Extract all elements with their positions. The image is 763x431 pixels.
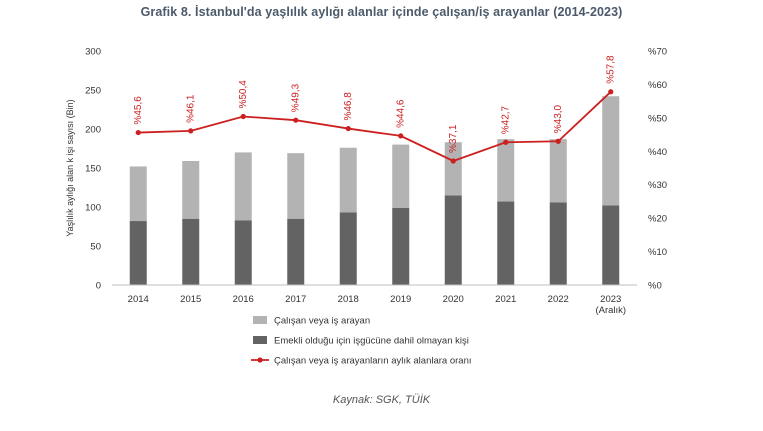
y-tick-label: 0	[96, 281, 101, 292]
legend-label-2: Çalışan veya iş arayanların aylık alanla…	[274, 356, 472, 367]
ratio-label-2015: %46,1	[186, 94, 197, 123]
legend-label-0: Çalışan veya iş arayan	[274, 316, 370, 327]
x-tick-label: 2014	[128, 294, 149, 305]
ratio-line	[138, 91, 612, 162]
ratio-label-2019: %44,6	[396, 99, 407, 128]
legend-swatch-1	[253, 336, 267, 344]
ratio-label-2020: %37,1	[448, 124, 459, 153]
bar-calisan-2018	[339, 147, 357, 213]
legend-label-1: Emekli olduğu için işgücüne dahil olmaya…	[274, 336, 469, 347]
source-note: Kaynak: SGK, TÜİK	[332, 394, 431, 406]
bar-calisan-2014	[129, 166, 147, 222]
x-tick-label: 2019	[390, 294, 411, 305]
chart-title: Grafik 8. İstanbul'da yaşlılık aylığı al…	[140, 5, 623, 19]
legend-swatch-0	[253, 316, 267, 324]
y2-tick-label: %30	[648, 180, 667, 191]
ratio-point-2020	[450, 158, 456, 164]
y2-tick-label: %0	[648, 281, 662, 292]
ratio-point-2018	[345, 125, 351, 132]
ratio-label-2017: %49,3	[291, 83, 302, 112]
ratio-label-2021: %42,7	[501, 105, 512, 134]
bar-emekli-2020	[444, 195, 462, 285]
y2-tick-label: %10	[648, 247, 667, 258]
y2-tick-label: %50	[648, 113, 667, 124]
bar-emekli-2016	[234, 220, 252, 285]
bar-emekli-2017	[287, 218, 305, 285]
legend-marker-2	[257, 357, 263, 363]
ratio-point-2019	[398, 133, 404, 139]
bar-calisan-2015	[182, 160, 200, 219]
axes-layer: 300 250 200 150 100 50 0 %70 %60 %50 %40 %30 %20 %10%…	[65, 47, 667, 317]
bar-emekli-2022	[549, 202, 567, 285]
bar-calisan-2022	[549, 139, 567, 203]
x-tick-label: 2021	[495, 294, 516, 305]
bar-calisan-2019	[392, 144, 410, 208]
bar-calisan-2023	[602, 96, 620, 206]
bar-emekli-2014	[129, 221, 147, 285]
x-tick-label: 2020	[443, 294, 464, 305]
ratio-point-2015	[188, 128, 194, 134]
ratio-label-2016: %50,4	[238, 80, 249, 109]
x-tick-label: 2017	[285, 294, 306, 305]
bar-emekli-2015	[182, 218, 200, 285]
ratio-label-2014: %45,6	[133, 96, 144, 125]
y-axis-title: Yaşlılık aylığı alan k işi sayısı (Bin)	[65, 99, 75, 236]
x-tick-label: 2023	[600, 294, 621, 305]
y-tick-label: 50	[90, 242, 101, 253]
bar-emekli-2021	[497, 201, 515, 285]
x-tick-sublabel: (Aralık)	[595, 305, 626, 316]
ratio-point-2022	[555, 138, 561, 144]
bar-calisan-2021	[497, 139, 515, 202]
y2-tick-label: %60	[648, 80, 667, 91]
bar-calisan-2020	[444, 142, 462, 196]
x-tick-label: 2018	[338, 294, 359, 305]
y-tick-label: 100	[85, 203, 101, 214]
bar-emekli-2018	[339, 212, 357, 285]
y-tick-label: 150	[85, 164, 101, 175]
bar-calisan-2016	[234, 152, 252, 221]
ratio-point-2017	[293, 117, 299, 123]
y2-tick-label: %70	[648, 47, 667, 58]
y-tick-label: 200	[85, 125, 101, 136]
ratio-point-2014	[135, 129, 141, 136]
bar-calisan-2017	[287, 153, 305, 219]
ratio-point-2016	[240, 113, 246, 120]
line-layer: %45,6 %46,1 %50,4 %49,3 %46,8 %44,6 %37,1 %42,7…	[133, 55, 617, 164]
y2-tick-label: %40	[648, 147, 667, 158]
ratio-label-2018: %46,8	[343, 92, 354, 121]
ratio-point-2023	[608, 89, 614, 95]
ratio-point-2021	[503, 139, 509, 145]
y-tick-label: 250	[85, 86, 101, 97]
ratio-label-2023: %57,8	[606, 55, 617, 84]
y-tick-label: 300	[85, 47, 101, 58]
legend: Çalışan veya iş arayan Emekli olduğu için…	[251, 316, 472, 367]
ratio-label-2022: %43,0	[553, 104, 564, 133]
x-tick-label: 2022	[548, 294, 569, 305]
y2-tick-label: %20	[648, 214, 667, 225]
x-tick-label: 2015	[180, 294, 201, 305]
bars-layer	[129, 96, 620, 285]
bar-emekli-2019	[392, 207, 410, 285]
bar-emekli-2023	[602, 205, 620, 285]
x-tick-label: 2016	[233, 294, 254, 305]
